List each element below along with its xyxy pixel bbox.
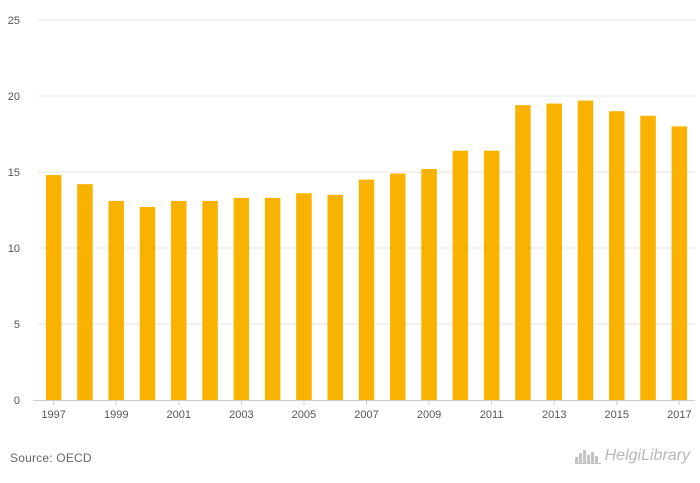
source-note: Source: OECD xyxy=(10,451,92,465)
y-tick-label: 10 xyxy=(8,243,20,255)
bar-2004[interactable] xyxy=(264,197,281,400)
bar-2011[interactable] xyxy=(483,150,500,400)
bars xyxy=(45,100,688,401)
x-tick-label: 1997 xyxy=(41,409,65,421)
bar-2012[interactable] xyxy=(515,105,531,401)
x-tick-label: 2015 xyxy=(605,409,629,421)
bar-2015[interactable] xyxy=(609,111,625,400)
x-axis xyxy=(33,400,695,405)
x-tick-label: 2003 xyxy=(229,409,253,421)
bar-2002[interactable] xyxy=(202,200,218,400)
bar-2006[interactable] xyxy=(327,194,343,400)
y-tick-label: 20 xyxy=(8,91,20,103)
city-skyline-icon xyxy=(574,450,601,464)
bar-2005[interactable] xyxy=(296,193,312,400)
x-tick-label: 2011 xyxy=(480,409,504,421)
y-tick-label: 5 xyxy=(14,319,20,331)
x-tick-label: 1999 xyxy=(104,409,128,421)
bar-2003[interactable] xyxy=(233,197,250,400)
bar-2017[interactable] xyxy=(671,126,688,401)
x-tick-label: 2007 xyxy=(354,409,378,421)
bar-2009[interactable] xyxy=(421,168,437,400)
logo-text: HelgiLibrary xyxy=(604,447,690,464)
x-tick-label: 2017 xyxy=(667,409,691,421)
y-axis: 0 5 10 15 20 25 xyxy=(8,15,20,407)
bar-2001[interactable] xyxy=(171,200,187,400)
x-tick-label: 2013 xyxy=(542,409,566,421)
bar-2010[interactable] xyxy=(452,150,469,400)
bar-1999[interactable] xyxy=(108,200,124,400)
bar-2013[interactable] xyxy=(546,103,562,400)
x-tick-labels: 1997 1999 2001 2003 2005 2007 2009 2011 2013 2015… xyxy=(41,409,691,421)
bar-1997[interactable] xyxy=(45,175,62,400)
x-tick-label: 2009 xyxy=(417,409,441,421)
bar-2014[interactable] xyxy=(577,100,594,400)
bar-2008[interactable] xyxy=(390,173,406,400)
bar-2016[interactable] xyxy=(640,115,656,400)
bar-2007[interactable] xyxy=(358,179,375,400)
helgilibrary-logo[interactable]: HelgiLibrary xyxy=(574,447,690,465)
x-tick-label: 2001 xyxy=(167,409,191,421)
y-tick-label: 25 xyxy=(8,15,20,27)
bar-2000[interactable] xyxy=(139,206,156,400)
bar-1998[interactable] xyxy=(77,184,93,400)
bar-chart: 0 5 10 15 20 25 1997 1999 2001 2003 2005 2007 2009 2… xyxy=(8,15,695,421)
x-tick-label: 2005 xyxy=(292,409,316,421)
y-tick-label: 15 xyxy=(8,167,20,179)
y-tick-label: 0 xyxy=(14,395,20,407)
